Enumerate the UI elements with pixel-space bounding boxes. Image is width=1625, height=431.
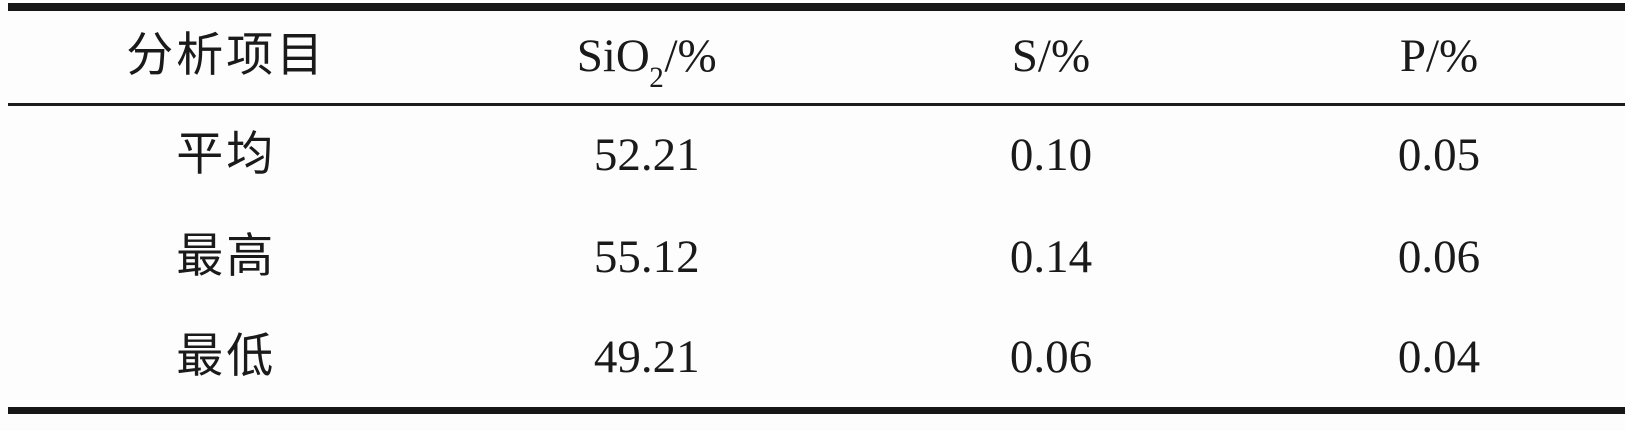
- row-label-lowest: 最低: [176, 330, 277, 383]
- sio2-unit-suffix: /%: [664, 30, 717, 83]
- header-cell-s: S/%: [1011, 30, 1091, 83]
- cell-average-p: 0.05: [1397, 129, 1481, 182]
- sio2-formula-prefix: SiO: [576, 30, 650, 83]
- sio2-subscript: 2: [649, 61, 664, 94]
- analysis-results-table: 分析项目 SiO2/% S/% P/% 平均 52.21 0.10 0.05 最…: [8, 3, 1625, 414]
- cell-lowest-p: 0.04: [1397, 330, 1481, 383]
- cell-highest-sio2: 55.12: [593, 230, 700, 283]
- cell-lowest-sio2: 49.21: [593, 330, 700, 383]
- cell-lowest-s: 0.06: [1009, 330, 1093, 383]
- cell-highest-s: 0.14: [1009, 230, 1093, 283]
- row-label-average: 平均: [176, 129, 277, 182]
- header-cell-analysis-item: 分析项目: [126, 30, 327, 83]
- table-body: 平均 52.21 0.10 0.05 最高 55.12 0.14 0.06 最低…: [8, 104, 1625, 410]
- table-row-average: 平均 52.21 0.10 0.05: [8, 104, 1625, 206]
- header-row: 分析项目 SiO2/% S/% P/%: [8, 7, 1625, 104]
- cell-highest-p: 0.06: [1397, 230, 1481, 283]
- cell-average-sio2: 52.21: [593, 129, 700, 182]
- header-cell-p: P/%: [1399, 30, 1479, 83]
- table-row-lowest: 最低 49.21 0.06 0.04: [8, 308, 1625, 410]
- table-row-highest: 最高 55.12 0.14 0.06: [8, 206, 1625, 308]
- table-header: 分析项目 SiO2/% S/% P/%: [8, 7, 1625, 104]
- header-cell-sio2: SiO2/%: [445, 7, 849, 104]
- cell-average-s: 0.10: [1009, 129, 1093, 182]
- row-label-highest: 最高: [176, 230, 277, 283]
